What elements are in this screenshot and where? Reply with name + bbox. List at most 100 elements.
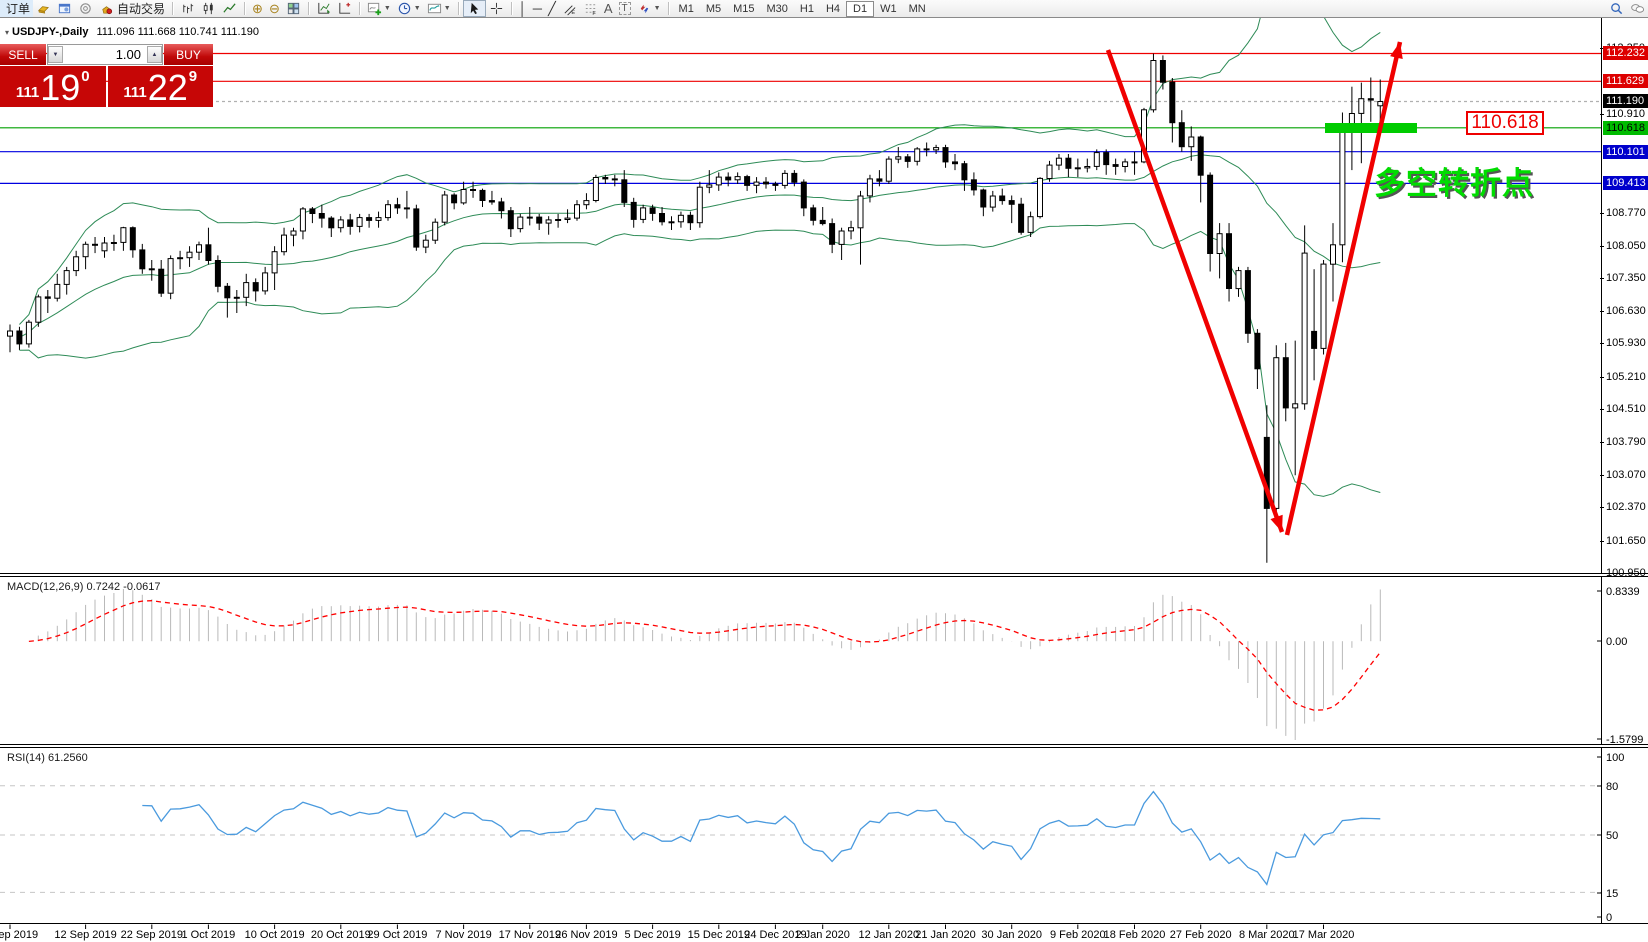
- timeframe-w1-button[interactable]: W1: [880, 2, 897, 15]
- candle: [337, 216, 344, 233]
- trendline-button[interactable]: ╱: [548, 1, 556, 16]
- timeframe-m30-button[interactable]: M30: [766, 2, 788, 15]
- macd-label: MACD(12,26,9) 0.7242 -0.0617: [7, 581, 161, 593]
- candle: [356, 213, 363, 233]
- fibonacci-button[interactable]: F: [580, 0, 601, 17]
- timeframe-m5-button[interactable]: M5: [705, 2, 722, 15]
- candle: [1150, 53, 1157, 113]
- zoom-out-button[interactable]: ⊖: [268, 1, 280, 16]
- vertical-line-button[interactable]: │: [518, 1, 527, 16]
- panel-splitter[interactable]: [0, 744, 1648, 748]
- candle: [413, 204, 420, 251]
- period-button[interactable]: ▼: [394, 0, 424, 17]
- candle: [375, 211, 382, 228]
- chat-button[interactable]: [1627, 0, 1648, 17]
- price-tick-label: 105.210: [1600, 371, 1646, 383]
- symbol-expand-icon[interactable]: ▾: [5, 28, 10, 37]
- equidistant-channel-button[interactable]: E: [559, 0, 580, 17]
- candle: [895, 147, 902, 164]
- sell-price-figure: 111: [15, 84, 40, 101]
- tile-windows-button[interactable]: [283, 0, 304, 17]
- toolbar: 订单 自动交易 ⊕ ⊖ ▼ ▼ ▼ │ ─ ╱ E F A T ▼ M1 M5 M15 M30 H1 H4 D1 W1 MN: [0, 0, 1648, 18]
- candle: [574, 200, 580, 221]
- horizontal-line-button[interactable]: ─: [532, 1, 542, 16]
- sell-button[interactable]: SELL: [0, 44, 46, 65]
- candle: [92, 237, 98, 254]
- candle: [914, 147, 921, 166]
- candle: [630, 197, 637, 228]
- candle: [214, 255, 221, 293]
- volume-input[interactable]: [63, 46, 147, 63]
- rsi-axis-label: 0: [1606, 912, 1612, 924]
- object-list-button[interactable]: [334, 0, 355, 17]
- gold-bar-icon[interactable]: [33, 0, 54, 17]
- buy-price[interactable]: 111 22 9: [107, 66, 213, 108]
- price-chart[interactable]: [0, 18, 1648, 573]
- candle: [139, 243, 146, 274]
- candle: [772, 181, 779, 191]
- timeframe-m1-button[interactable]: M1: [678, 2, 694, 15]
- autotrading-button[interactable]: 自动交易: [96, 0, 168, 17]
- candle: [110, 234, 117, 251]
- price-annotation-box[interactable]: 110.618: [1466, 111, 1544, 135]
- candlestick-chart-button[interactable]: [198, 0, 219, 17]
- highlight-rectangle[interactable]: [1325, 123, 1417, 133]
- new-order-button[interactable]: 订单: [0, 0, 34, 17]
- bar-chart-button[interactable]: [177, 0, 198, 17]
- candle: [677, 211, 684, 228]
- candle: [1235, 266, 1242, 297]
- panel-splitter[interactable]: [0, 573, 1648, 577]
- rsi-panel[interactable]: 100 80 50 15 0: [0, 748, 1648, 924]
- macd-panel[interactable]: 0.8339 0.00 -1.5799: [0, 577, 1648, 744]
- timeframe-h4-button[interactable]: H4: [825, 2, 841, 15]
- broadcast-icon[interactable]: [75, 0, 96, 17]
- candle: [1216, 223, 1223, 279]
- template-button[interactable]: ▼: [424, 0, 454, 17]
- macd-axis-label: 0.8339: [1606, 586, 1640, 598]
- timeframe-d1-button[interactable]: D1: [846, 0, 875, 17]
- candle: [233, 290, 240, 313]
- terminal-icon[interactable]: [54, 0, 75, 17]
- candle: [441, 190, 448, 226]
- indicator-list-button[interactable]: [313, 0, 334, 17]
- line-chart-button[interactable]: [219, 0, 240, 17]
- volume-decrease-button[interactable]: ▼: [48, 46, 63, 63]
- arrows-button[interactable]: ▼: [634, 0, 664, 17]
- buy-button[interactable]: BUY: [164, 44, 213, 65]
- volume-increase-button[interactable]: ▲: [147, 46, 162, 63]
- cursor-button[interactable]: [462, 0, 486, 17]
- candle: [1131, 151, 1138, 175]
- timeframe-m15-button[interactable]: M15: [733, 2, 755, 15]
- symbol-ohlc: 111.096 111.668 110.741 111.190: [96, 26, 259, 38]
- annotation-text-cn[interactable]: 多空转折点: [1374, 166, 1534, 201]
- rsi-line: [142, 790, 1381, 886]
- candle: [611, 174, 618, 187]
- zoom-in-button[interactable]: ⊕: [252, 1, 263, 16]
- candle: [224, 283, 231, 318]
- one-click-trading-panel: SELL ▼ ▲ BUY 111 19 0 111 22 9: [0, 44, 213, 107]
- price-tick-label: 108.770: [1600, 207, 1646, 219]
- bollinger-upper: [19, 18, 1381, 325]
- buy-price-pips: 22: [147, 67, 188, 108]
- timeframe-mn-button[interactable]: MN: [908, 2, 926, 15]
- add-indicator-button[interactable]: ▼: [364, 0, 394, 17]
- crosshair-button[interactable]: [486, 0, 507, 17]
- search-button[interactable]: [1606, 0, 1627, 17]
- candle: [271, 246, 278, 290]
- candle: [659, 207, 665, 226]
- sell-price[interactable]: 111 19 0: [0, 66, 106, 107]
- candle: [545, 216, 552, 235]
- candle: [923, 142, 930, 157]
- text-button[interactable]: A: [603, 1, 613, 16]
- trend-arrow[interactable]: [1284, 41, 1403, 536]
- price-tick-label: 107.350: [1600, 272, 1646, 284]
- candle: [564, 209, 571, 224]
- date-label: 21 Jan 2020: [915, 929, 976, 941]
- candle: [1292, 340, 1299, 476]
- candle: [1037, 177, 1043, 219]
- trend-arrow[interactable]: [1105, 49, 1285, 533]
- label-button[interactable]: T: [616, 0, 634, 17]
- price-tick-label: 103.070: [1600, 469, 1646, 481]
- timeframe-h1-button[interactable]: H1: [799, 2, 814, 15]
